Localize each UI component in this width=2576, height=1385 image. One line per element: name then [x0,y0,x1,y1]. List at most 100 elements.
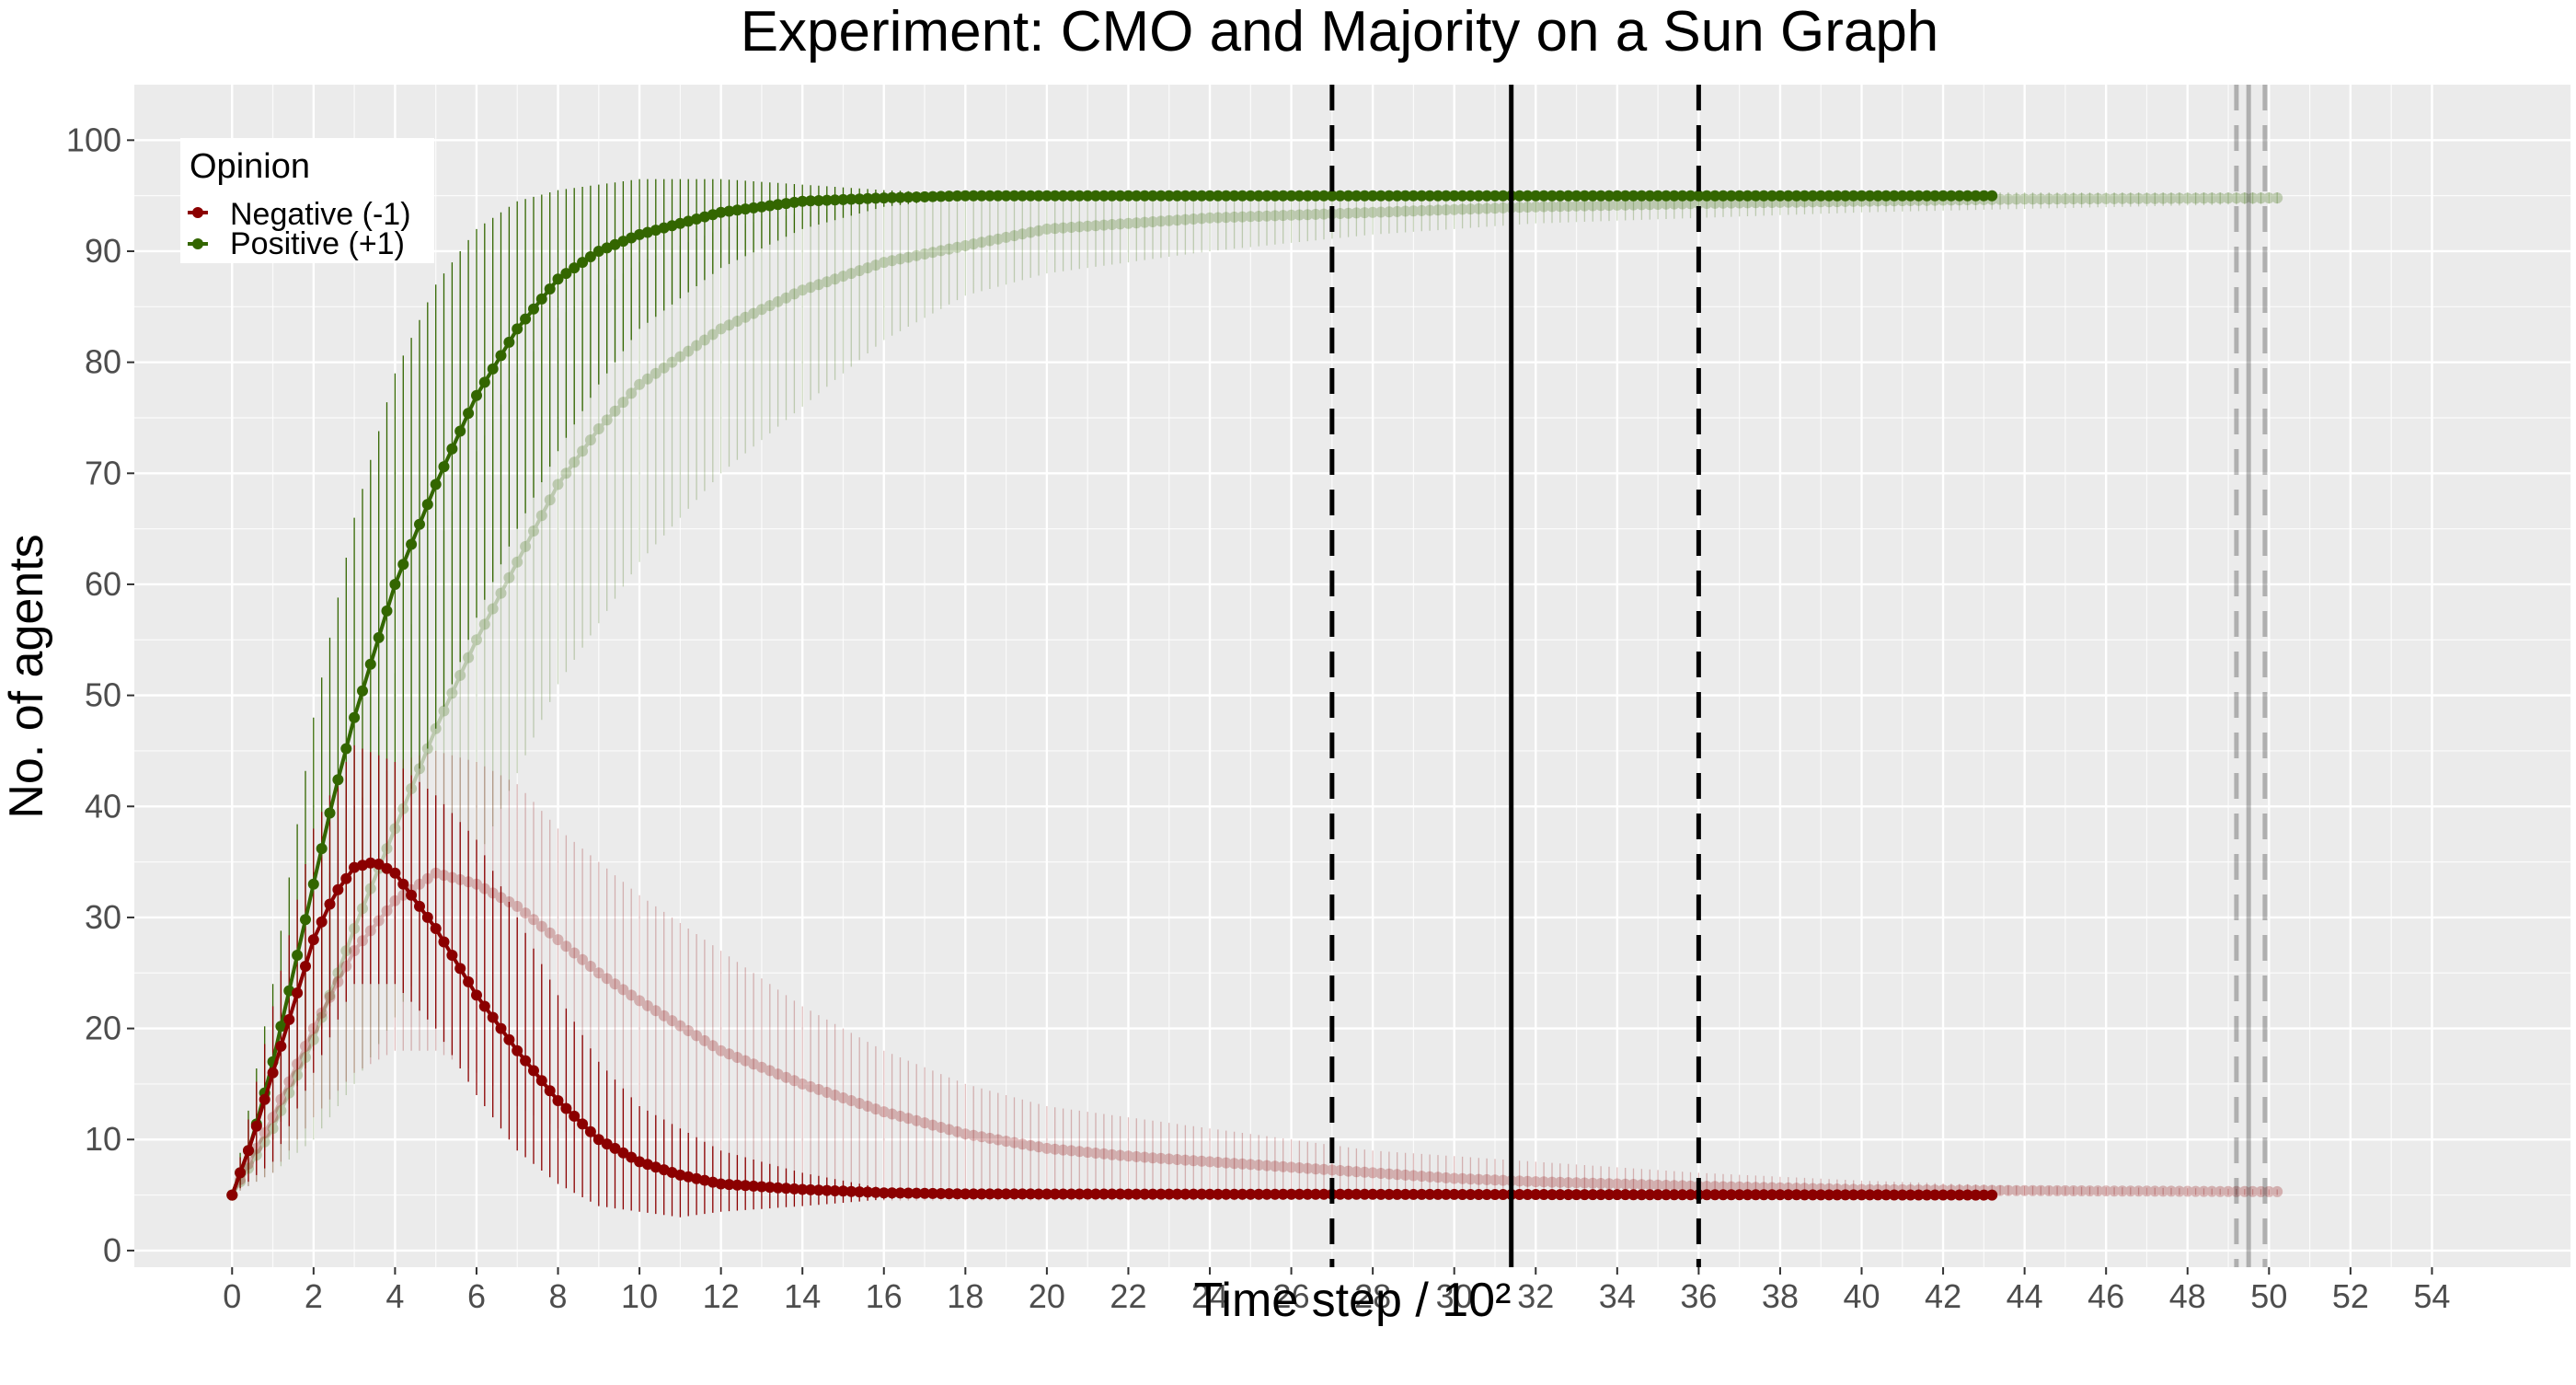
data-point [1587,200,1599,212]
data-point [837,271,849,283]
data-point [797,1078,809,1090]
x-tick-label: 44 [2007,1277,2043,1315]
data-point [2190,1185,2202,1197]
data-point [381,905,393,917]
data-point [1554,1189,1566,1201]
data-point [829,194,841,206]
data-point [438,936,450,948]
data-point [1489,202,1501,214]
data-point [1090,220,1101,232]
data-point [1970,194,1982,205]
data-point [1049,1143,1061,1155]
data-point [1098,1188,1110,1200]
data-point [1644,190,1656,202]
data-point [886,255,898,267]
data-point [1220,1157,1232,1169]
data-point [1872,190,1884,202]
data-point [731,316,743,327]
data-point [1163,214,1175,226]
data-point [250,1120,262,1132]
data-point [1212,1188,1224,1200]
data-point [1888,1183,1900,1195]
data-point [2076,1185,2087,1196]
data-point [1310,208,1322,220]
data-point [1098,1148,1110,1160]
data-point [1970,190,1982,202]
data-point [1375,1188,1386,1200]
data-point [1416,190,1428,202]
data-point [1709,190,1721,202]
data-point [421,743,433,755]
data-point [1799,190,1811,202]
y-tick-label: 80 [85,343,121,381]
data-point [1497,190,1509,202]
data-point [1913,194,1925,206]
data-point [1057,222,1069,234]
data-point [723,205,735,217]
data-point [520,1055,532,1067]
data-point [1489,190,1501,202]
data-point [911,191,923,203]
data-point [2223,1185,2234,1197]
data-point [1228,190,1240,202]
data-point [911,1187,923,1199]
data-point [1424,204,1436,216]
data-point [1513,1189,1525,1200]
data-point [1522,1189,1534,1200]
data-point [1236,1158,1248,1170]
data-point [592,967,604,979]
data-point [1652,199,1664,210]
data-point [601,973,613,985]
data-point [1041,223,1052,235]
data-point [1424,190,1436,202]
data-point [797,284,809,296]
data-point [1953,1184,1965,1196]
data-point [1375,1168,1386,1179]
data-point [1547,190,1558,202]
data-point [1416,1188,1428,1200]
data-point [1171,190,1183,202]
data-point [2052,193,2064,205]
data-point [1212,190,1224,202]
data-point [292,1058,304,1070]
data-point [1782,1182,1794,1194]
data-point [438,461,450,473]
data-point [731,1179,743,1191]
data-point [1938,1184,1949,1196]
data-point [755,1061,767,1073]
data-point [1139,1151,1151,1163]
data-point [349,945,361,957]
data-point [878,192,890,204]
data-point [821,1184,833,1196]
data-point [1367,1167,1379,1179]
data-point [2263,1185,2275,1197]
data-point [1008,190,1020,202]
data-point [2059,193,2071,205]
data-point [259,1093,270,1105]
data-point [1790,190,1802,202]
data-point [1725,197,1737,209]
data-point [2173,192,2185,204]
data-point [2166,1185,2177,1197]
x-tick-label: 20 [1029,1277,1065,1315]
data-point [1440,1188,1452,1200]
x-tick-label: 0 [223,1277,241,1315]
data-point [430,479,442,491]
x-tick-label: 30 [1436,1277,1473,1315]
data-point [307,878,319,890]
data-point [267,1123,279,1135]
y-tick-label: 60 [85,565,121,603]
data-point [2238,1185,2250,1197]
data-point [1799,1183,1811,1195]
data-point [512,323,523,335]
data-point [911,1114,923,1126]
data-point [1212,212,1224,224]
data-point [626,1151,638,1163]
data-point [1302,190,1314,202]
data-point [1440,190,1452,202]
data-point [1277,1188,1289,1200]
x-tick-label: 28 [1354,1277,1391,1315]
data-point [364,857,376,869]
data-point [1986,193,1998,205]
data-point [2084,193,2096,204]
